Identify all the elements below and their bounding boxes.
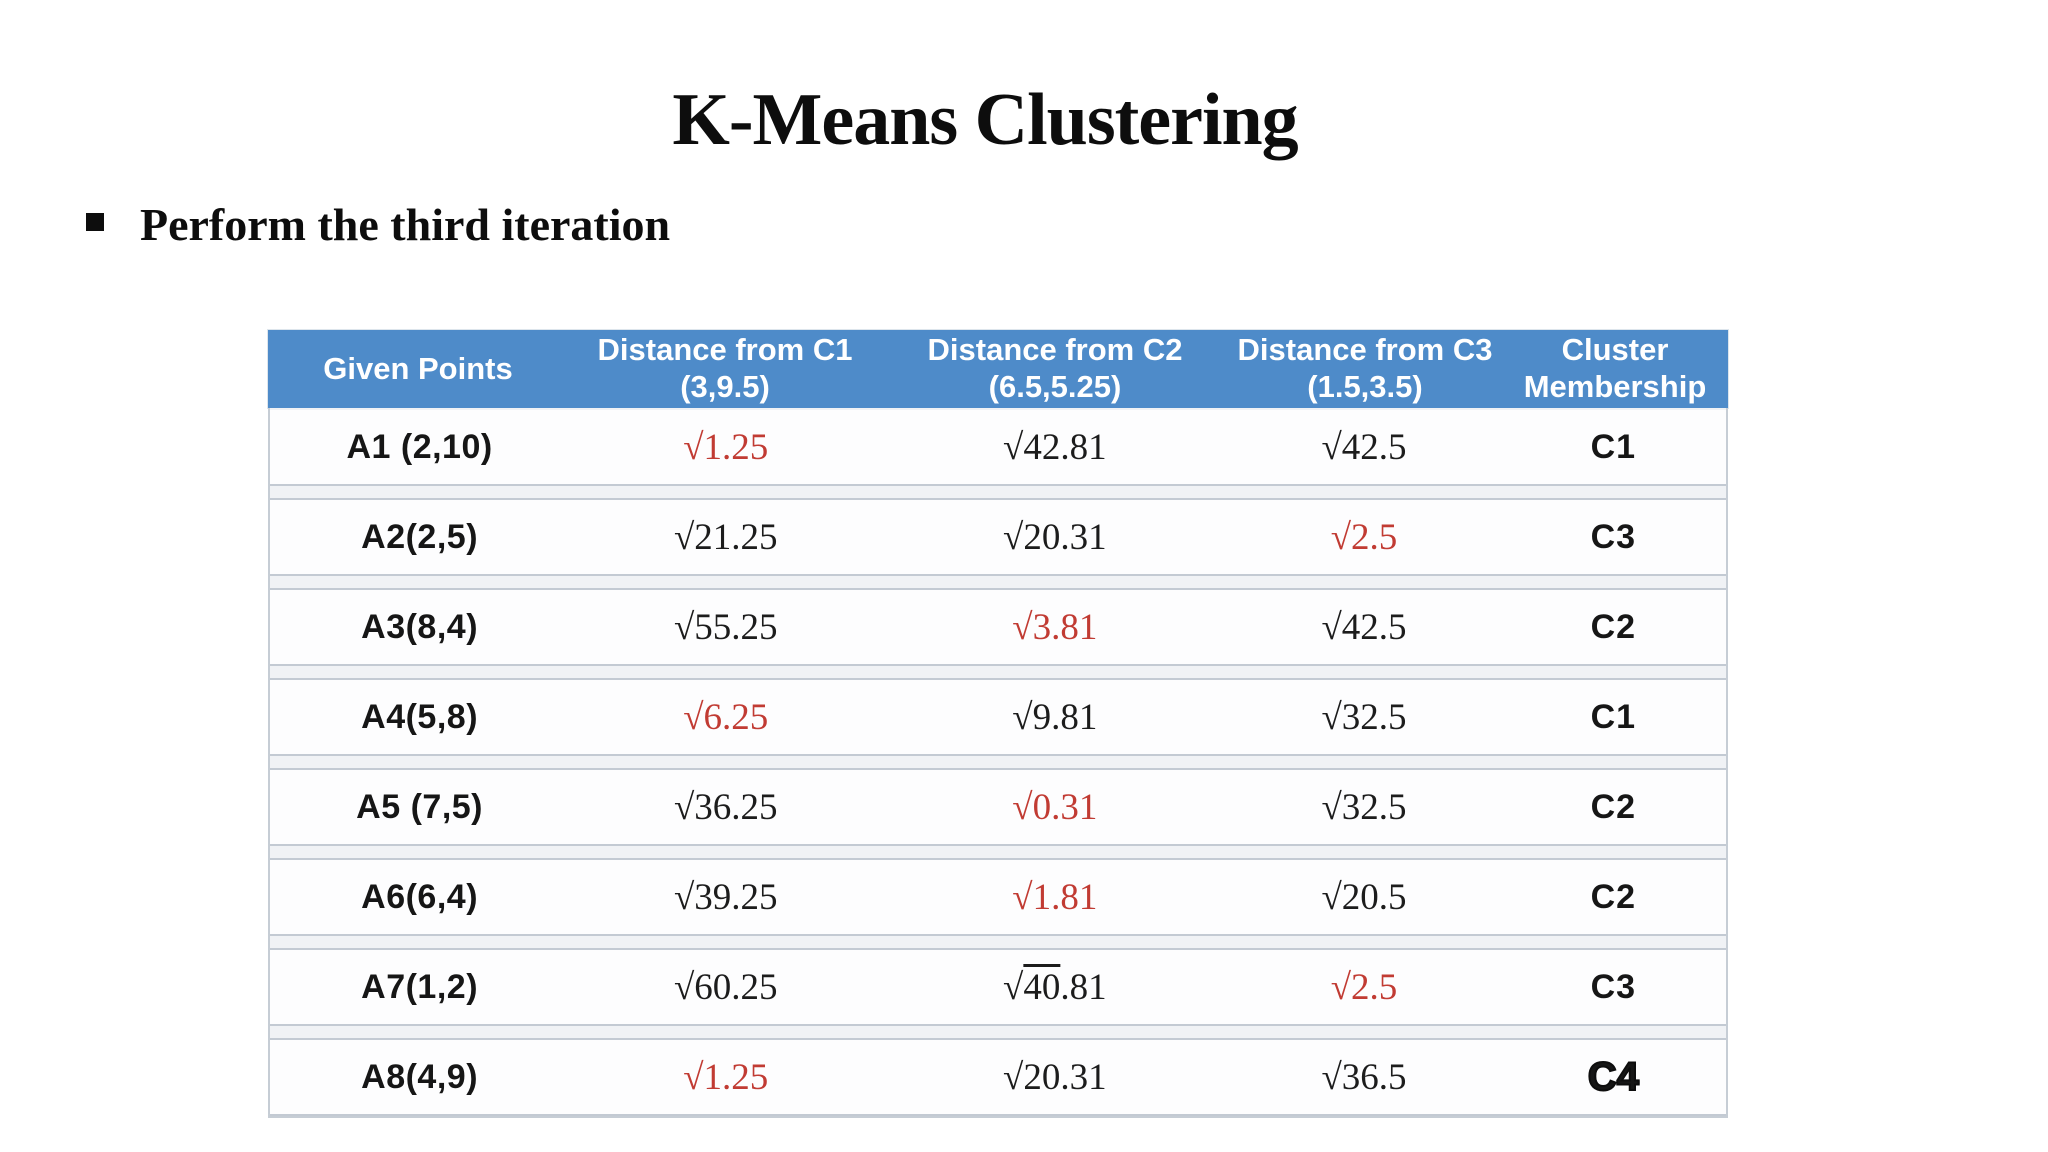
table-row: A8(4,9) √1.25 √20.31 √36.5 C4: [270, 1038, 1726, 1116]
distance-cell: √2.5: [1330, 966, 1398, 1008]
cluster-membership-cell: C3: [1590, 517, 1637, 556]
distance-cell: √36.5: [1321, 1056, 1407, 1098]
given-point-cell: A7(1,2): [361, 967, 479, 1006]
table-row: A7(1,2) √60.25 √40.81 √2.5 C3: [270, 948, 1726, 1026]
table-row: A3(8,4) √55.25 √3.81 √42.5 C2: [270, 588, 1726, 666]
distance-cell: √9.81: [1012, 696, 1098, 738]
table-row: A6(6,4) √39.25 √1.81 √20.5 C2: [270, 858, 1726, 936]
distance-cell: √42.81: [1003, 426, 1107, 468]
table-header-row: Given Points Distance from C1 (3,9.5) Dist…: [268, 330, 1728, 408]
distance-cell: √32.5: [1321, 786, 1407, 828]
overlined-radicand: 40: [1023, 966, 1061, 1008]
cluster-membership-cell: C1: [1590, 427, 1637, 466]
distance-cell: √55.25: [673, 606, 778, 648]
distance-cell: √1.25: [683, 426, 769, 468]
distance-cell: √1.25: [683, 1056, 769, 1098]
bullet-text: Perform the third iteration: [140, 199, 671, 250]
distance-cell: √42.5: [1321, 426, 1407, 468]
distance-cell: √1.81: [1012, 876, 1098, 918]
distance-cell: √20.5: [1321, 876, 1407, 918]
given-point-cell: A5 (7,5): [356, 787, 483, 826]
table-row: A1 (2,10) √1.25 √42.81 √42.5 C1: [270, 410, 1726, 486]
cluster-membership-cell: C1: [1590, 697, 1637, 736]
table-row: A4(5,8) √6.25 √9.81 √32.5 C1: [270, 678, 1726, 756]
distance-cell: √3.81: [1012, 606, 1098, 648]
distance-cell: √40.81: [1003, 966, 1107, 1008]
column-header-4: Cluster Membership: [1523, 332, 1707, 404]
column-header-3: Distance from C3 (1.5,3.5): [1237, 332, 1493, 404]
given-point-cell: A3(8,4): [361, 607, 479, 646]
distance-cell: √32.5: [1321, 696, 1407, 738]
distance-cell: √36.25: [673, 786, 778, 828]
distance-cell: √20.31: [1003, 516, 1107, 558]
table-body: A1 (2,10) √1.25 √42.81 √42.5 C1 A2(2,5) √21.25…: [268, 408, 1728, 1118]
given-point-cell: A4(5,8): [361, 697, 479, 736]
cluster-membership-cell: C2: [1590, 607, 1637, 646]
column-header-0: Given Points: [323, 350, 513, 386]
distance-cell: √20.31: [1003, 1056, 1107, 1098]
cluster-membership-cell: C2: [1590, 877, 1637, 916]
distance-cell: √2.5: [1330, 516, 1398, 558]
distance-cell: √42.5: [1321, 606, 1407, 648]
cluster-membership-cell: C3: [1590, 967, 1637, 1006]
distance-cell: √60.25: [673, 966, 778, 1008]
cluster-membership-cell: C4: [1587, 1054, 1640, 1100]
distance-cell: √21.25: [673, 516, 778, 558]
column-header-2: Distance from C2 (6.5,5.25): [927, 332, 1183, 404]
distance-cell: √6.25: [683, 696, 769, 738]
bullet-line: Perform the third iteration: [86, 199, 671, 251]
given-point-cell: A2(2,5): [361, 517, 479, 556]
given-point-cell: A6(6,4): [361, 877, 479, 916]
distance-cell: √39.25: [673, 876, 778, 918]
column-header-1: Distance from C1 (3,9.5): [597, 332, 853, 404]
table-row: A2(2,5) √21.25 √20.31 √2.5 C3: [270, 498, 1726, 576]
cluster-membership-cell: C2: [1590, 787, 1637, 826]
kmeans-distance-table: Given Points Distance from C1 (3,9.5) Dist…: [268, 330, 1728, 1118]
given-point-cell: A8(4,9): [361, 1057, 479, 1096]
slide-title: K-Means Clustering: [672, 79, 1298, 161]
bullet-square-icon: [86, 213, 104, 231]
table-row: A5 (7,5) √36.25 √0.31 √32.5 C2: [270, 768, 1726, 846]
given-point-cell: A1 (2,10): [346, 427, 493, 466]
distance-cell: √0.31: [1012, 786, 1098, 828]
